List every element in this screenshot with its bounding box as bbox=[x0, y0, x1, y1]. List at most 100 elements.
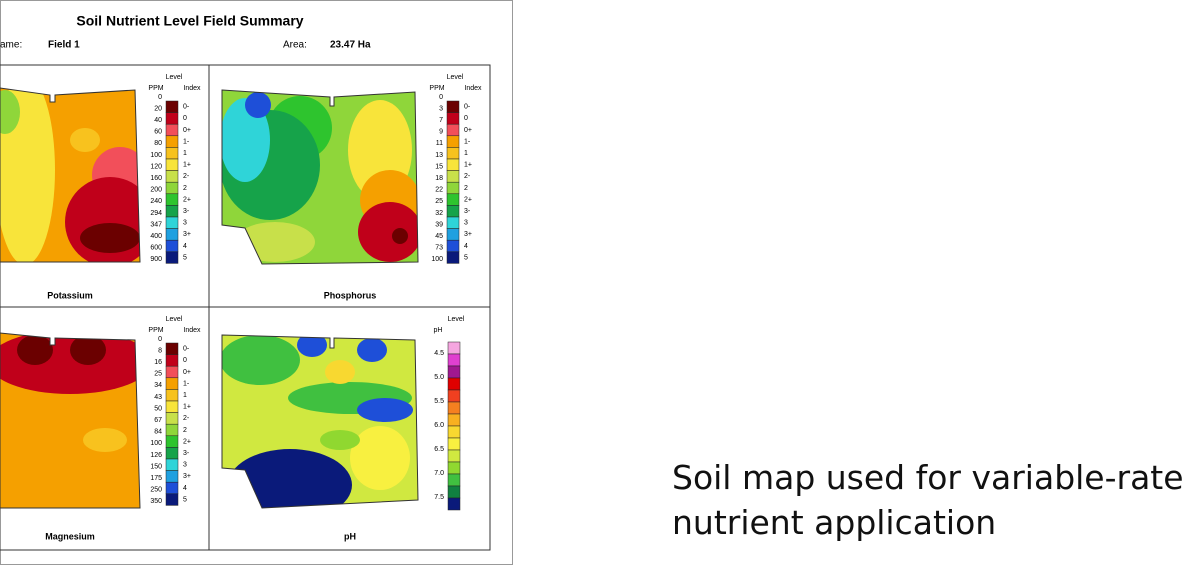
legend-swatch bbox=[165, 100, 179, 113]
legend-index: 1 bbox=[183, 150, 187, 157]
legend-index: 4 bbox=[464, 243, 468, 250]
legend-swatch bbox=[165, 342, 179, 355]
legend-value: 80 bbox=[154, 140, 162, 147]
legend-swatch bbox=[165, 458, 179, 471]
legend-index: 3 bbox=[183, 220, 187, 227]
legend-header: Level bbox=[447, 74, 464, 81]
legend-index: 0+ bbox=[183, 127, 191, 134]
caption: Soil map used for variable-rate nutrient… bbox=[672, 455, 1200, 545]
field-label: ame: bbox=[0, 40, 22, 51]
legend-index: 1+ bbox=[464, 162, 472, 169]
legend-index: 1+ bbox=[183, 404, 191, 411]
legend-swatch bbox=[165, 205, 179, 218]
legend-value: 50 bbox=[154, 405, 162, 412]
legend-index: 3+ bbox=[183, 473, 191, 480]
legend-value: 7.0 bbox=[434, 470, 444, 477]
legend-value: 67 bbox=[154, 417, 162, 424]
field-outline bbox=[0, 332, 141, 509]
legend-value: 240 bbox=[150, 198, 162, 205]
field-outline bbox=[221, 89, 419, 265]
legend-index: 0+ bbox=[183, 369, 191, 376]
legend-value: 3 bbox=[439, 105, 443, 112]
legend-swatch bbox=[446, 205, 460, 218]
legend-value: 0 bbox=[158, 94, 162, 101]
legend-value: 7 bbox=[439, 117, 443, 124]
legend-value: 294 bbox=[150, 210, 162, 217]
legend-header: Level bbox=[166, 74, 183, 81]
legend-swatch bbox=[165, 158, 179, 171]
legend-value: 20 bbox=[154, 105, 162, 112]
legend-value: 84 bbox=[154, 429, 162, 436]
legend-value: 45 bbox=[435, 233, 443, 240]
legend-index: 0 bbox=[183, 115, 187, 122]
legend-swatch bbox=[446, 228, 460, 241]
legend-index: 5 bbox=[183, 496, 187, 503]
legend-index: 2- bbox=[183, 415, 190, 422]
legend-swatch bbox=[447, 425, 461, 439]
legend-value: 22 bbox=[435, 187, 443, 194]
field-name: Field 1 bbox=[48, 40, 80, 51]
legend-swatch bbox=[165, 377, 179, 390]
legend-swatch bbox=[165, 181, 179, 195]
legend-index: 1- bbox=[464, 138, 471, 145]
legend-value: 5.5 bbox=[434, 398, 444, 405]
legend-value: 15 bbox=[435, 163, 443, 170]
legend-value: 0 bbox=[439, 94, 443, 101]
legend-value: 350 bbox=[150, 498, 162, 505]
panel-label: Magnesium bbox=[45, 531, 95, 541]
ph-map bbox=[222, 335, 418, 508]
legend-swatch bbox=[165, 423, 179, 437]
legend-value: 9 bbox=[439, 129, 443, 136]
legend-swatch bbox=[446, 147, 460, 160]
legend-swatch bbox=[447, 437, 461, 451]
legend-header: Index bbox=[183, 327, 201, 334]
legend-swatch bbox=[447, 365, 461, 379]
legend-swatch bbox=[165, 354, 179, 367]
magnesium-map bbox=[0, 333, 140, 508]
legend-swatch bbox=[447, 341, 461, 355]
legend-swatch bbox=[165, 123, 179, 137]
legend-swatch bbox=[446, 112, 460, 125]
potassium-map bbox=[0, 88, 140, 262]
legend-value: 7.5 bbox=[434, 494, 444, 501]
legend-index: 3 bbox=[464, 220, 468, 227]
legend-swatch bbox=[165, 135, 179, 148]
legend-swatch bbox=[446, 239, 460, 253]
legend-swatch bbox=[165, 400, 179, 413]
area-label: Area: bbox=[283, 40, 307, 51]
legend-index: 2 bbox=[464, 185, 468, 192]
legend-index: 3+ bbox=[183, 231, 191, 238]
legend-value: 60 bbox=[154, 129, 162, 136]
legend-swatch bbox=[165, 193, 179, 206]
legend-index: 2 bbox=[183, 427, 187, 434]
legend-index: 3+ bbox=[464, 231, 472, 238]
caption-line: nutrient application bbox=[672, 503, 997, 542]
legend-swatch bbox=[446, 193, 460, 206]
legend-header: PPM bbox=[429, 85, 444, 92]
legend-swatch bbox=[165, 251, 179, 264]
legend-swatch bbox=[446, 158, 460, 171]
legend-swatch bbox=[165, 481, 179, 495]
legend-index: 3 bbox=[183, 462, 187, 469]
legend-swatch bbox=[446, 251, 460, 264]
legend-swatch bbox=[446, 181, 460, 195]
legend-swatch bbox=[165, 147, 179, 160]
legend-header: pH bbox=[434, 327, 443, 334]
legend-value: 4.5 bbox=[434, 350, 444, 357]
legend-swatch bbox=[447, 389, 461, 403]
legend-value: 32 bbox=[435, 210, 443, 217]
legend-value: 200 bbox=[150, 187, 162, 194]
legend-swatch bbox=[447, 473, 461, 487]
legend-swatch bbox=[446, 170, 460, 183]
legend-index: 1- bbox=[183, 380, 190, 387]
legend-index: 2+ bbox=[183, 438, 191, 445]
legend-swatch bbox=[165, 228, 179, 241]
legend-header: Index bbox=[183, 85, 201, 92]
legend-swatch bbox=[165, 470, 179, 483]
legend-index: 2 bbox=[183, 185, 187, 192]
legend-index: 4 bbox=[183, 243, 187, 250]
legend-index: 3- bbox=[464, 208, 471, 215]
legend-value: 126 bbox=[150, 452, 162, 459]
legend-index: 3- bbox=[183, 208, 190, 215]
